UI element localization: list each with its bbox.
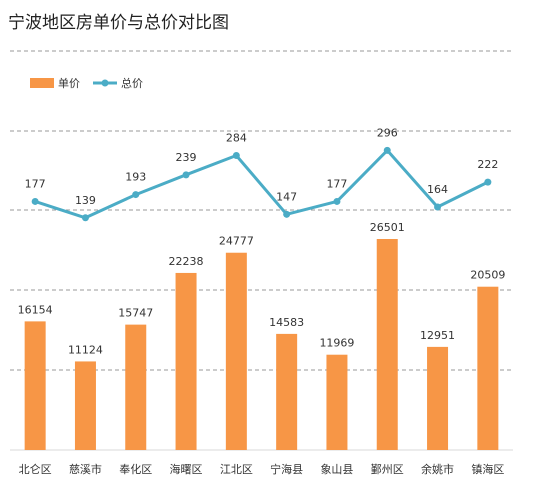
line-point [81,214,89,222]
bar [276,333,298,450]
bar [74,361,96,450]
x-tick-label: 象山县 [320,463,353,476]
line-data-label: 177 [326,177,347,190]
x-tick-label: 江北区 [220,463,253,476]
bar [24,321,46,450]
bar-data-label: 24777 [219,235,254,248]
x-tick-label: 慈溪市 [69,462,102,476]
x-tick-label: 北仑区 [19,462,52,476]
line-data-label: 193 [125,171,146,184]
line-data-label: 177 [25,177,46,190]
x-tick-label: 宁海县 [270,462,303,476]
line-data-label: 147 [276,190,297,203]
bar-data-label: 22238 [169,255,204,268]
line-data-label: 222 [477,158,498,171]
bar [376,239,398,450]
bar-data-label: 15747 [118,307,153,320]
line-series-total-price [34,148,489,220]
bar [477,286,499,450]
legend-bar-swatch [30,78,54,88]
legend-label-total-price: 总价 [121,76,143,90]
bar-data-label: 14583 [269,316,304,329]
x-tick-label: 余姚市 [421,462,454,476]
line-point [283,210,291,218]
bar-data-label: 11969 [319,337,354,350]
line-data-label: 239 [176,151,197,164]
line-data-label: 164 [427,183,448,196]
bar-data-label: 20509 [470,269,505,282]
line-point [333,197,341,205]
bar-data-label: 12951 [420,329,455,342]
x-tick-label: 镇海区 [471,462,504,476]
line-point [182,171,190,179]
line-point [232,152,240,160]
line-point [132,191,140,199]
line-data-label: 284 [226,132,247,145]
x-tick-label: 海曙区 [170,462,203,476]
x-tick-label: 鄞州区 [371,463,404,476]
bar-data-label: 26501 [370,221,405,234]
line-data-label: 296 [377,126,398,139]
line-point [383,146,391,154]
bar [125,324,147,450]
bar [175,272,197,450]
bar-data-label: 11124 [68,343,103,356]
line-data-label: 139 [75,194,96,207]
line-point [31,197,39,205]
x-tick-label: 奉化区 [119,462,152,476]
bar-data-label: 16154 [18,303,53,316]
line-point [434,203,442,211]
bar [427,346,449,450]
legend-label-unit-price: 单价 [58,77,80,90]
chart-title: 宁波地区房单价与总价对比图 [8,13,229,33]
bar [225,252,247,450]
legend-line-marker [101,79,109,87]
bar [326,354,348,450]
line-point [484,178,492,186]
